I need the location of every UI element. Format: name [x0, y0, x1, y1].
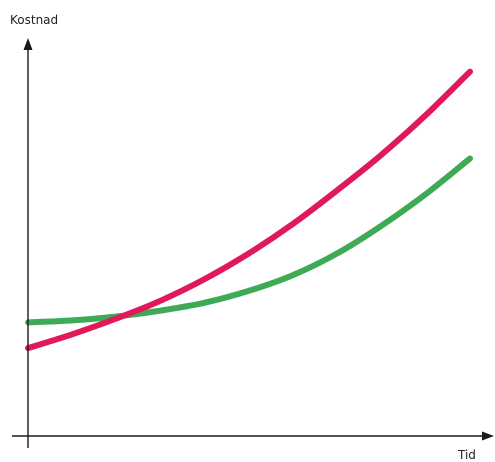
series-layer [25, 68, 473, 352]
series-line-green [25, 155, 473, 326]
y-axis-arrow-icon [23, 38, 33, 50]
series-line-red [25, 68, 473, 352]
x-axis-label: Tid [457, 448, 476, 462]
x-axis-arrow-icon [482, 431, 494, 441]
y-axis-label: Kostnad [10, 13, 58, 27]
